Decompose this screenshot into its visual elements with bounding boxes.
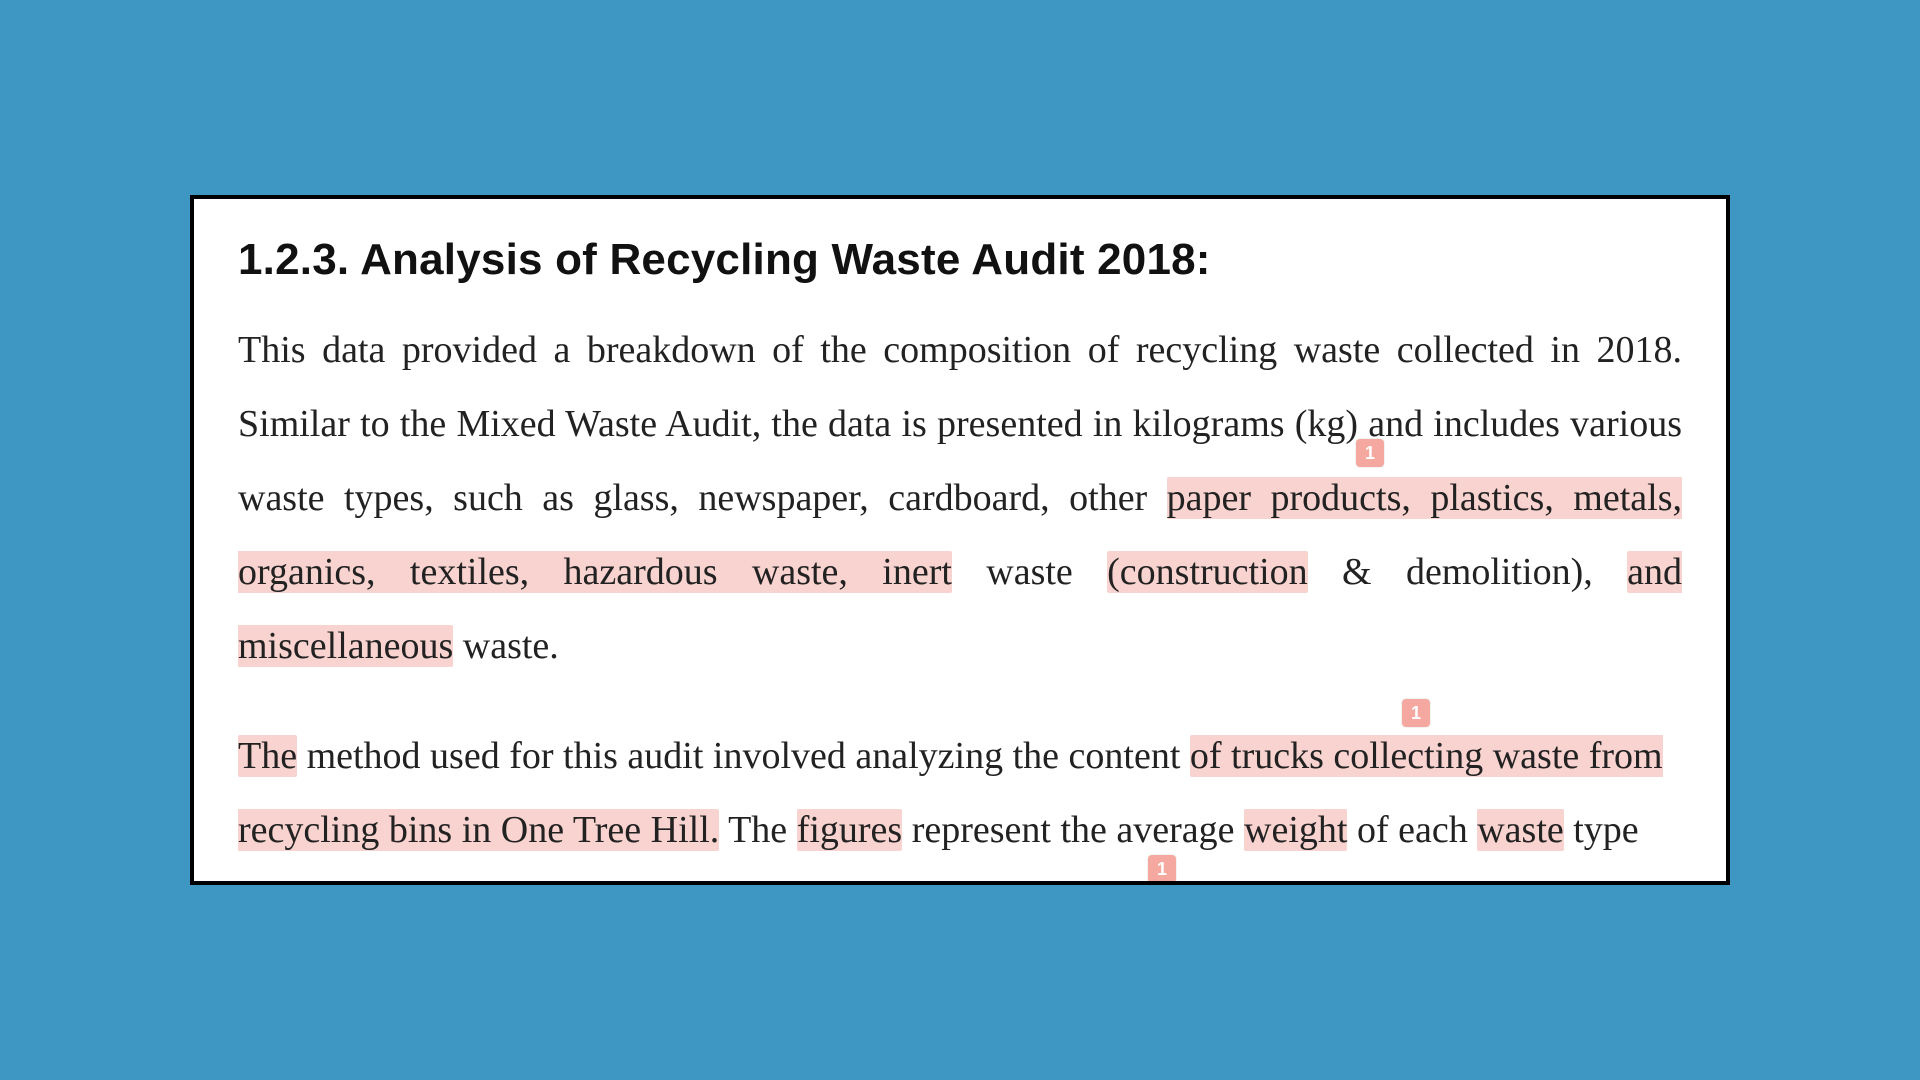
highlighted-text[interactable]: paper products, plastics, metals, organi… [238, 477, 1682, 593]
highlighted-text[interactable]: waste [1477, 809, 1564, 851]
comment-badge[interactable]: 1 [1148, 855, 1176, 883]
highlighted-text[interactable]: (construction [1107, 551, 1308, 593]
comment-badge[interactable]: 1 [1356, 439, 1384, 467]
highlighted-text[interactable]: figures [797, 809, 903, 851]
highlighted-text[interactable]: of trucks collecting waste from recyclin… [238, 735, 1663, 851]
paragraph-2: The method used for this audit involved … [238, 719, 1682, 867]
comment-badge[interactable]: 1 [1402, 699, 1430, 727]
section-heading: 1.2.3. Analysis of Recycling Waste Audit… [238, 235, 1682, 285]
highlighted-text[interactable]: The [238, 735, 297, 777]
paragraph-1: This data provided a breakdown of the co… [238, 313, 1682, 683]
document-page: 1.2.3. Analysis of Recycling Waste Audit… [190, 195, 1730, 885]
highlighted-text[interactable]: weight [1244, 809, 1347, 851]
